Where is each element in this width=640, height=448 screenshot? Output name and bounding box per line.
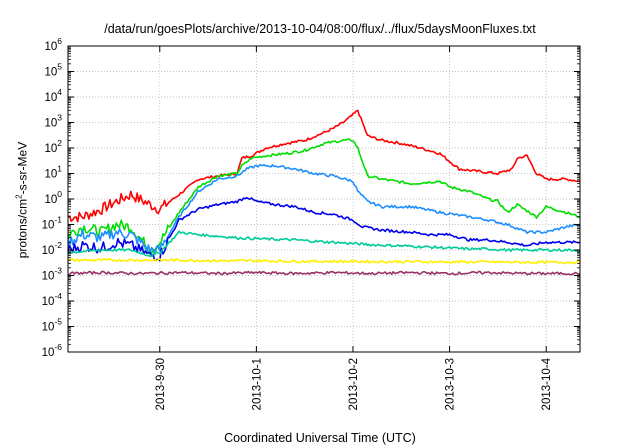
y-tick-label: 10-4: [42, 291, 63, 308]
axes: 10-6 10-5 10-4 10-3 10-2 10-1 100 101 102 103 104 1…: [42, 36, 580, 410]
x-tick-label: 2013-10-3: [445, 358, 457, 410]
y-tick-label: 10-6: [42, 342, 63, 359]
series-line: [67, 138, 581, 255]
series-line: [67, 270, 581, 276]
x-tick-label: 2013-10-4: [541, 357, 553, 410]
y-tick-label: 10-3: [42, 266, 63, 283]
x-tick-label: 2013-9-30: [155, 358, 167, 410]
y-axis-label-sup: 2: [14, 194, 24, 199]
grid-lines: [68, 46, 580, 352]
y-tick-label: 10-1: [42, 215, 63, 232]
series-layer: [67, 109, 581, 276]
y-axis-label: protons/cm2-s-sr-MeV: [15, 142, 30, 258]
series-line: [67, 164, 581, 256]
y-tick-label: 10-2: [42, 240, 63, 257]
y-tick-label: 103: [44, 113, 62, 130]
x-axis-label: Coordinated Universal Time (UTC): [224, 431, 416, 445]
y-tick-label: 106: [44, 36, 62, 53]
y-tick-label: 104: [44, 87, 62, 104]
series-line: [67, 196, 581, 262]
series-line: [67, 109, 581, 223]
x-tick-label: 2013-10-2: [348, 358, 360, 410]
y-tick-label: 101: [44, 164, 62, 181]
y-axis-label-main: protons/cm: [15, 198, 30, 259]
y-tick-label: 102: [44, 138, 62, 155]
chart-title: /data/run/goesPlots/archive/2013-10-04/0…: [104, 22, 536, 36]
x-tick-label: 2013-10-1: [251, 358, 263, 410]
y-tick-label: 10-5: [42, 317, 63, 334]
series-line: [67, 230, 581, 258]
y-tick-label: 105: [44, 62, 62, 79]
y-tick-label: 100: [44, 189, 62, 206]
series-line: [67, 258, 581, 265]
y-axis-label-rest: -s-sr-MeV: [15, 141, 30, 195]
